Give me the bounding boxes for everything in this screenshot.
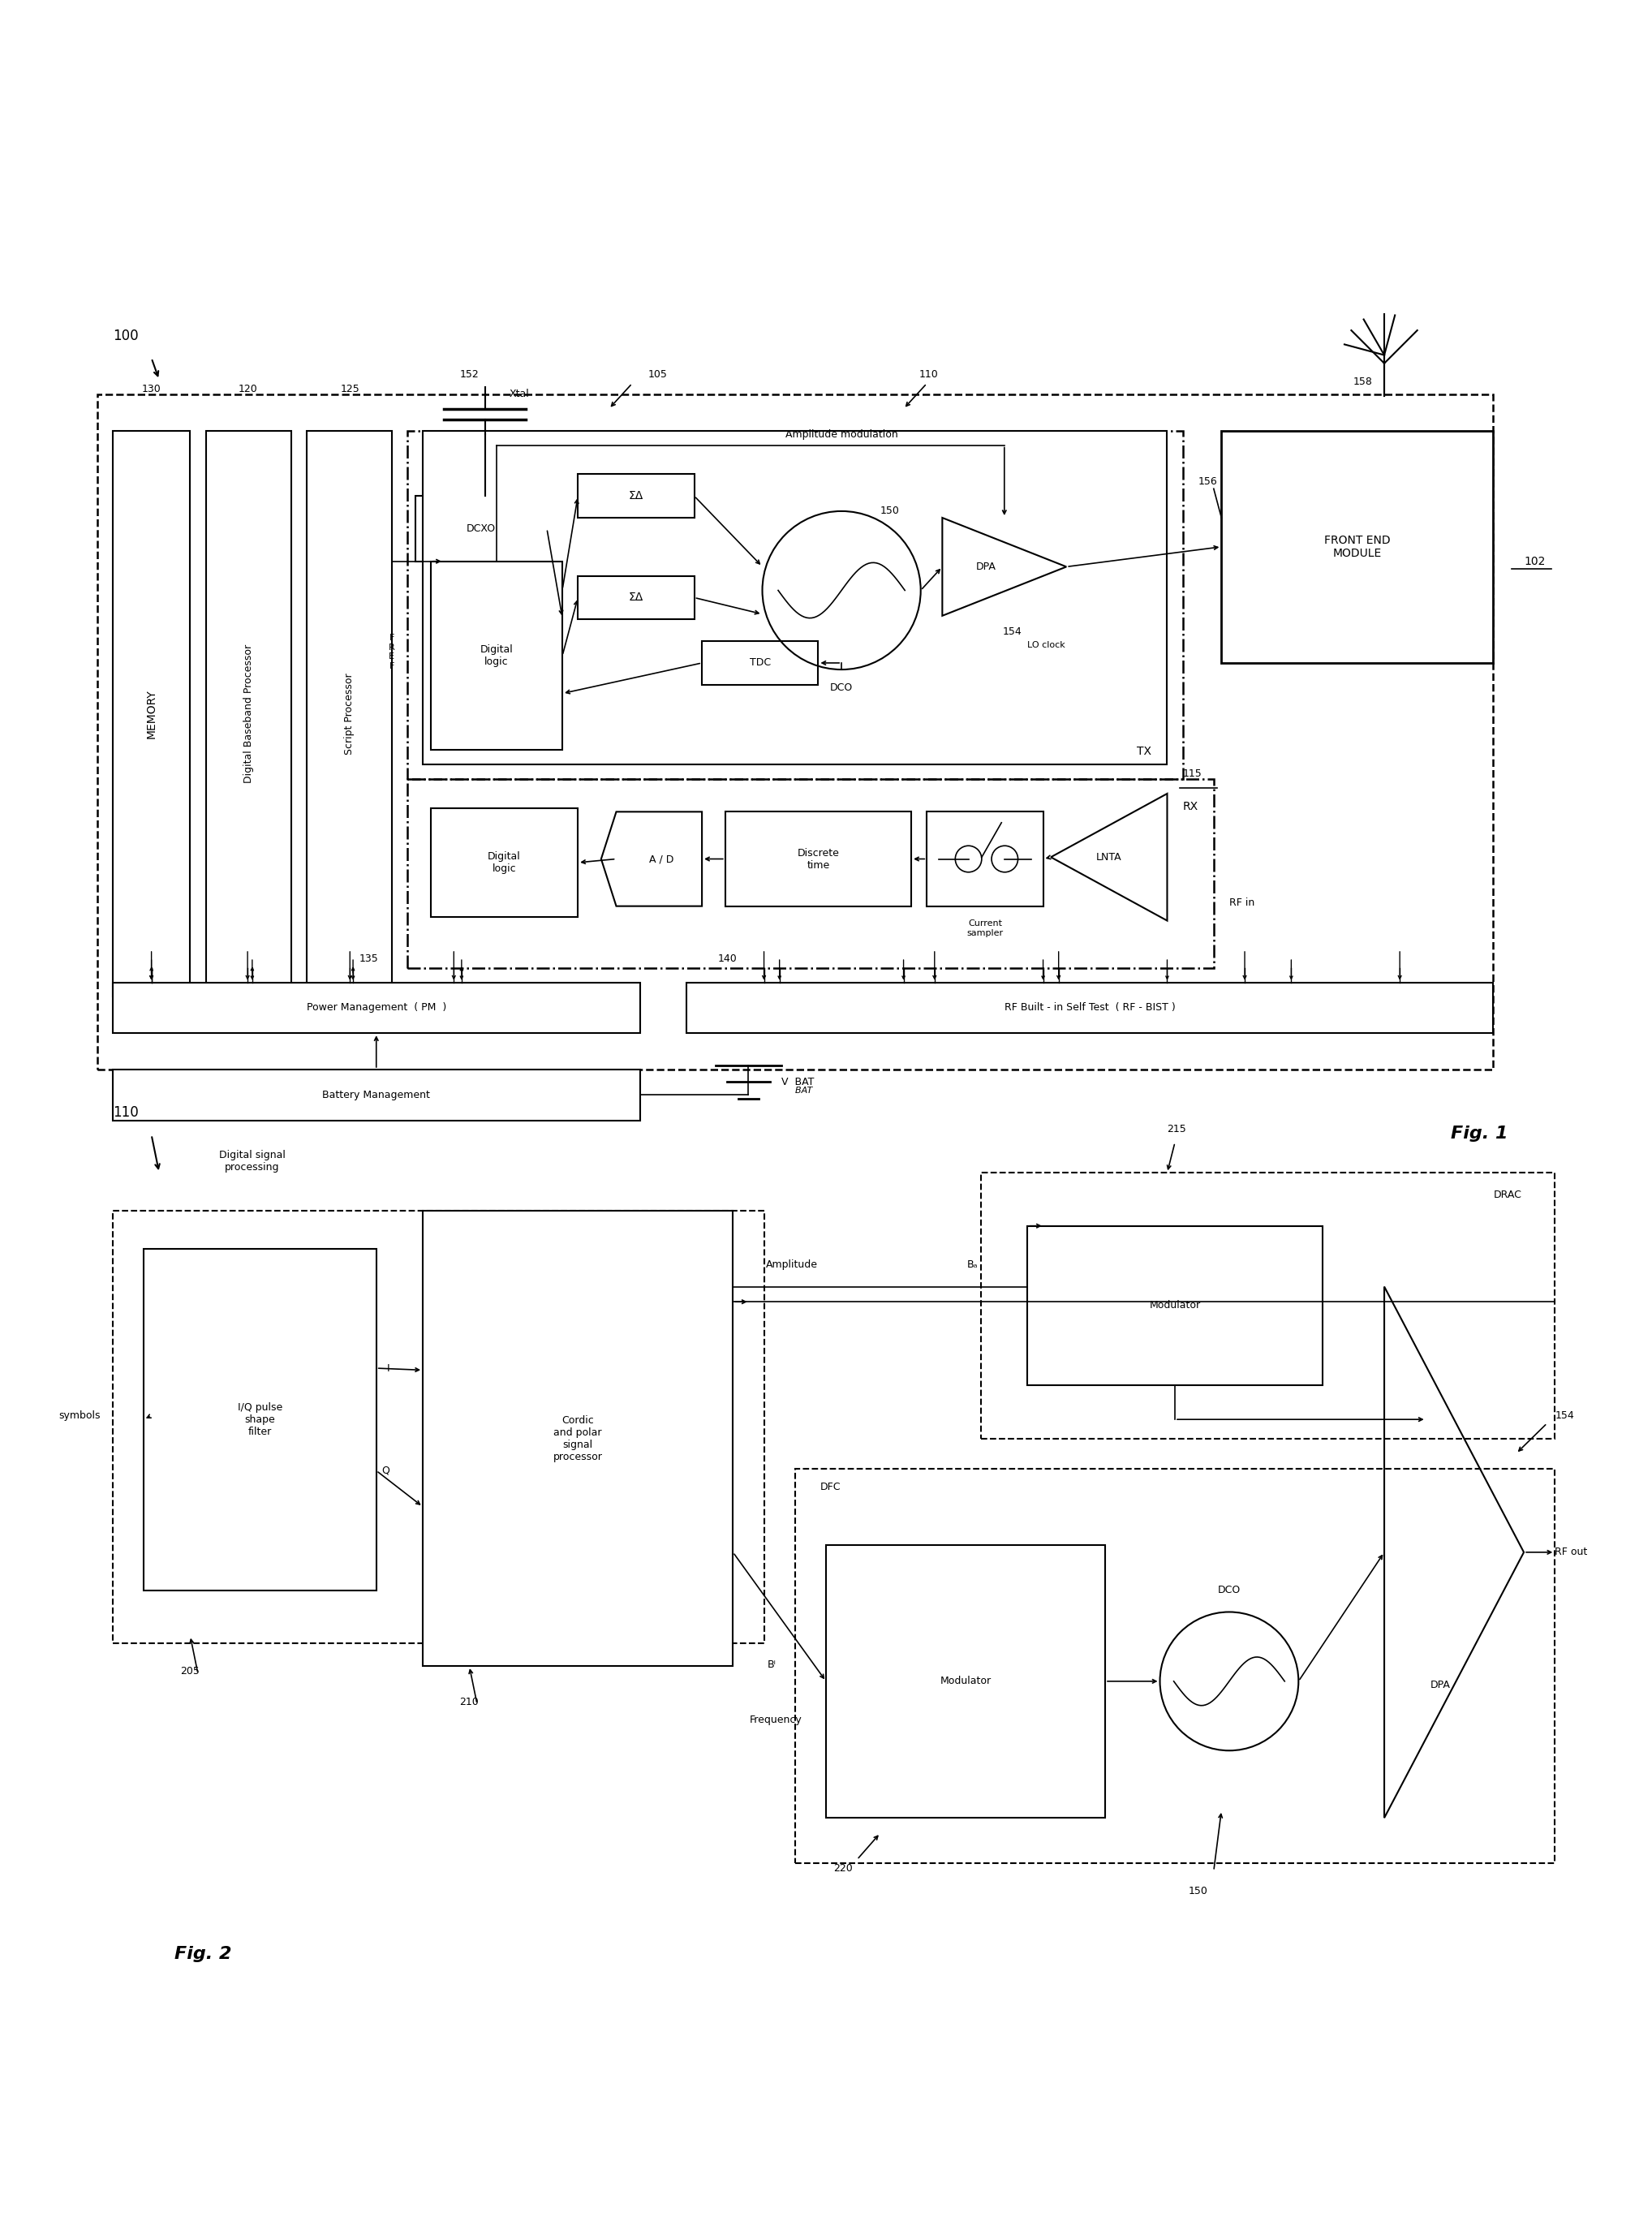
Text: 210: 210 [459, 1696, 479, 1707]
Text: LNTA: LNTA [1097, 851, 1122, 862]
Text: Amplitude: Amplitude [767, 1260, 818, 1271]
Text: RF out: RF out [1555, 1546, 1588, 1557]
FancyBboxPatch shape [415, 496, 547, 561]
Text: Digital signal
processing: Digital signal processing [220, 1151, 286, 1173]
Text: Digital
logic: Digital logic [487, 851, 520, 873]
Text: DPA: DPA [1431, 1680, 1450, 1691]
Text: Modulator: Modulator [940, 1676, 991, 1687]
Text: ΣΔ: ΣΔ [629, 592, 643, 603]
Text: 215: 215 [1168, 1124, 1186, 1135]
FancyBboxPatch shape [725, 811, 912, 907]
Text: DFC: DFC [819, 1481, 841, 1492]
Text: 105: 105 [648, 369, 667, 380]
Text: 100: 100 [112, 328, 139, 344]
FancyBboxPatch shape [578, 474, 694, 518]
Text: I: I [387, 1363, 390, 1374]
Text: 120: 120 [238, 384, 258, 395]
Bar [112, 1211, 763, 1644]
Text: A / D: A / D [649, 853, 674, 865]
Text: 154: 154 [1555, 1410, 1574, 1421]
Text: DCO: DCO [829, 684, 852, 693]
Text: Digital
logic: Digital logic [481, 643, 514, 668]
Text: Q: Q [382, 1466, 390, 1477]
Text: Xtal: Xtal [509, 389, 530, 400]
Text: 110: 110 [112, 1106, 139, 1119]
FancyBboxPatch shape [927, 811, 1042, 907]
Text: Cordic
and polar
signal
processor: Cordic and polar signal processor [553, 1414, 603, 1461]
FancyBboxPatch shape [431, 809, 578, 916]
Text: 220: 220 [834, 1863, 852, 1874]
FancyBboxPatch shape [1028, 1226, 1322, 1385]
Text: RX: RX [1183, 800, 1198, 813]
FancyBboxPatch shape [112, 983, 639, 1032]
Text: Power Management  ( PM  ): Power Management ( PM ) [306, 1003, 446, 1012]
Bar [795, 1468, 1555, 1863]
Text: LO clock: LO clock [1028, 641, 1066, 648]
Text: BAT: BAT [790, 1086, 813, 1095]
Text: Digital Baseband Processor: Digital Baseband Processor [243, 643, 254, 784]
FancyBboxPatch shape [206, 431, 291, 996]
Text: symbols: symbols [58, 1410, 101, 1421]
FancyBboxPatch shape [687, 983, 1493, 1032]
Text: F
R
E
F: F R E F [388, 634, 395, 670]
FancyBboxPatch shape [112, 1070, 639, 1119]
FancyBboxPatch shape [423, 1211, 733, 1667]
Text: 156: 156 [1198, 476, 1218, 487]
Text: 130: 130 [142, 384, 160, 395]
FancyBboxPatch shape [826, 1544, 1105, 1818]
Text: Bⁱ: Bⁱ [768, 1660, 776, 1671]
FancyBboxPatch shape [578, 576, 694, 619]
FancyBboxPatch shape [112, 431, 190, 996]
Text: DCO: DCO [1218, 1584, 1241, 1595]
Text: DCXO: DCXO [466, 523, 496, 534]
Text: 150: 150 [881, 505, 900, 516]
FancyBboxPatch shape [423, 431, 1168, 764]
Text: 135: 135 [358, 954, 378, 965]
Text: 110: 110 [919, 369, 938, 380]
FancyBboxPatch shape [431, 561, 562, 751]
Text: 115: 115 [1183, 768, 1203, 780]
Text: 158: 158 [1353, 378, 1373, 386]
Text: 125: 125 [340, 384, 360, 395]
Text: TX: TX [1137, 746, 1151, 757]
Text: DRAC: DRAC [1493, 1188, 1521, 1200]
Text: FRONT END
MODULE: FRONT END MODULE [1323, 534, 1391, 558]
FancyBboxPatch shape [702, 641, 818, 686]
Text: ΣΔ: ΣΔ [629, 489, 643, 503]
Text: Fig. 1: Fig. 1 [1450, 1126, 1508, 1142]
FancyBboxPatch shape [144, 1249, 377, 1591]
FancyBboxPatch shape [307, 431, 392, 996]
Text: 154: 154 [1003, 628, 1021, 637]
Text: TDC: TDC [750, 657, 771, 668]
Text: 152: 152 [459, 369, 479, 380]
Text: RF Built - in Self Test  ( RF - BIST ): RF Built - in Self Test ( RF - BIST ) [1004, 1003, 1175, 1012]
Text: DPA: DPA [976, 561, 996, 572]
Text: V  BAT: V BAT [781, 1077, 814, 1088]
Bar [981, 1173, 1555, 1439]
Text: Modulator: Modulator [1150, 1300, 1201, 1311]
Text: Frequency: Frequency [750, 1713, 801, 1725]
Text: RF in: RF in [1229, 898, 1254, 907]
Text: Amplitude modulation: Amplitude modulation [785, 429, 897, 440]
Text: Battery Management: Battery Management [322, 1090, 430, 1099]
FancyBboxPatch shape [1221, 431, 1493, 663]
Text: 102: 102 [1523, 556, 1545, 567]
Bar [408, 431, 1183, 780]
Text: Fig. 2: Fig. 2 [175, 1946, 231, 1961]
Text: MEMORY: MEMORY [145, 688, 157, 739]
Text: Bₐ: Bₐ [966, 1260, 978, 1271]
Text: 205: 205 [180, 1667, 200, 1678]
Text: 150: 150 [1188, 1885, 1208, 1897]
Text: 140: 140 [717, 954, 737, 965]
Bar [97, 395, 1493, 1070]
Text: I/Q pulse
shape
filter: I/Q pulse shape filter [238, 1403, 282, 1436]
Text: Current
sampler: Current sampler [966, 920, 1003, 936]
Text: Discrete
time: Discrete time [798, 847, 839, 871]
Text: Script Processor: Script Processor [344, 672, 355, 755]
Bar [408, 780, 1214, 967]
